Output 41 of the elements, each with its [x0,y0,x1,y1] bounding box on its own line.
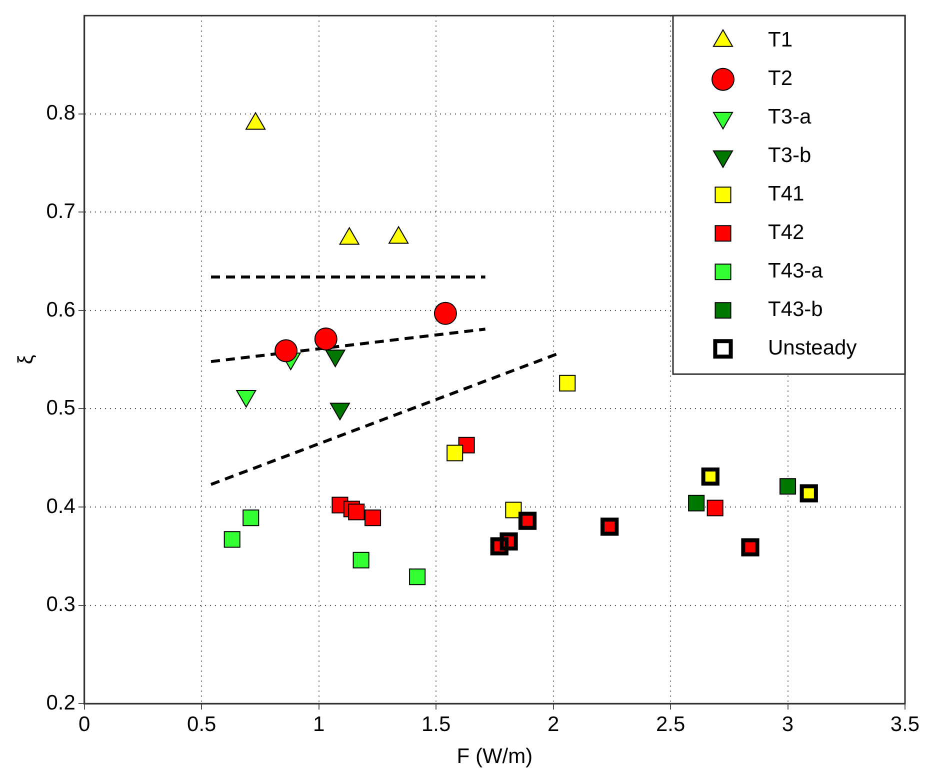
y-tick-label: 0.6 [46,298,76,322]
point [559,374,576,392]
y-tick-label: 0.2 [46,691,76,714]
x-tick-label: 2 [547,712,560,736]
y-axis-title: ξ [14,354,38,364]
point [364,510,382,526]
y-tick-label: 0.8 [46,102,76,125]
x-tick-label: 0.5 [187,712,216,736]
x-tick-label: 3.5 [890,712,920,736]
x-tick-label: 0 [78,712,90,736]
legend-label: T3-b [768,144,812,168]
legend-label: T43-a [768,260,824,283]
legend-label: Unsteady [768,336,858,360]
y-tick-label: 0.5 [46,396,76,420]
x-tick-label: 3 [782,712,794,736]
y-tick-label: 0.7 [46,200,76,223]
point [224,531,240,548]
point [706,500,724,516]
legend-label: T42 [768,221,804,244]
x-tick-label: 1 [313,712,325,736]
point [409,568,426,586]
point [505,502,522,518]
point [688,494,705,512]
x-tick-label: 2.5 [656,712,686,736]
point [348,504,365,520]
legend-label: T2 [768,67,793,90]
legend-label: T41 [768,182,804,206]
y-tick-label: 0.4 [46,494,76,518]
x-axis-title: F (W/m) [456,745,533,768]
point [352,552,370,568]
x-tick-label: 1.5 [421,712,451,736]
legend-label: T43-b [768,298,823,322]
point [314,327,338,350]
point [779,478,796,495]
point [446,444,464,462]
legend-label: T3-a [768,106,812,129]
point [242,510,260,526]
y-tick-label: 0.3 [46,593,76,616]
legend-label: T1 [768,28,793,52]
point [434,302,457,325]
point [274,339,298,362]
